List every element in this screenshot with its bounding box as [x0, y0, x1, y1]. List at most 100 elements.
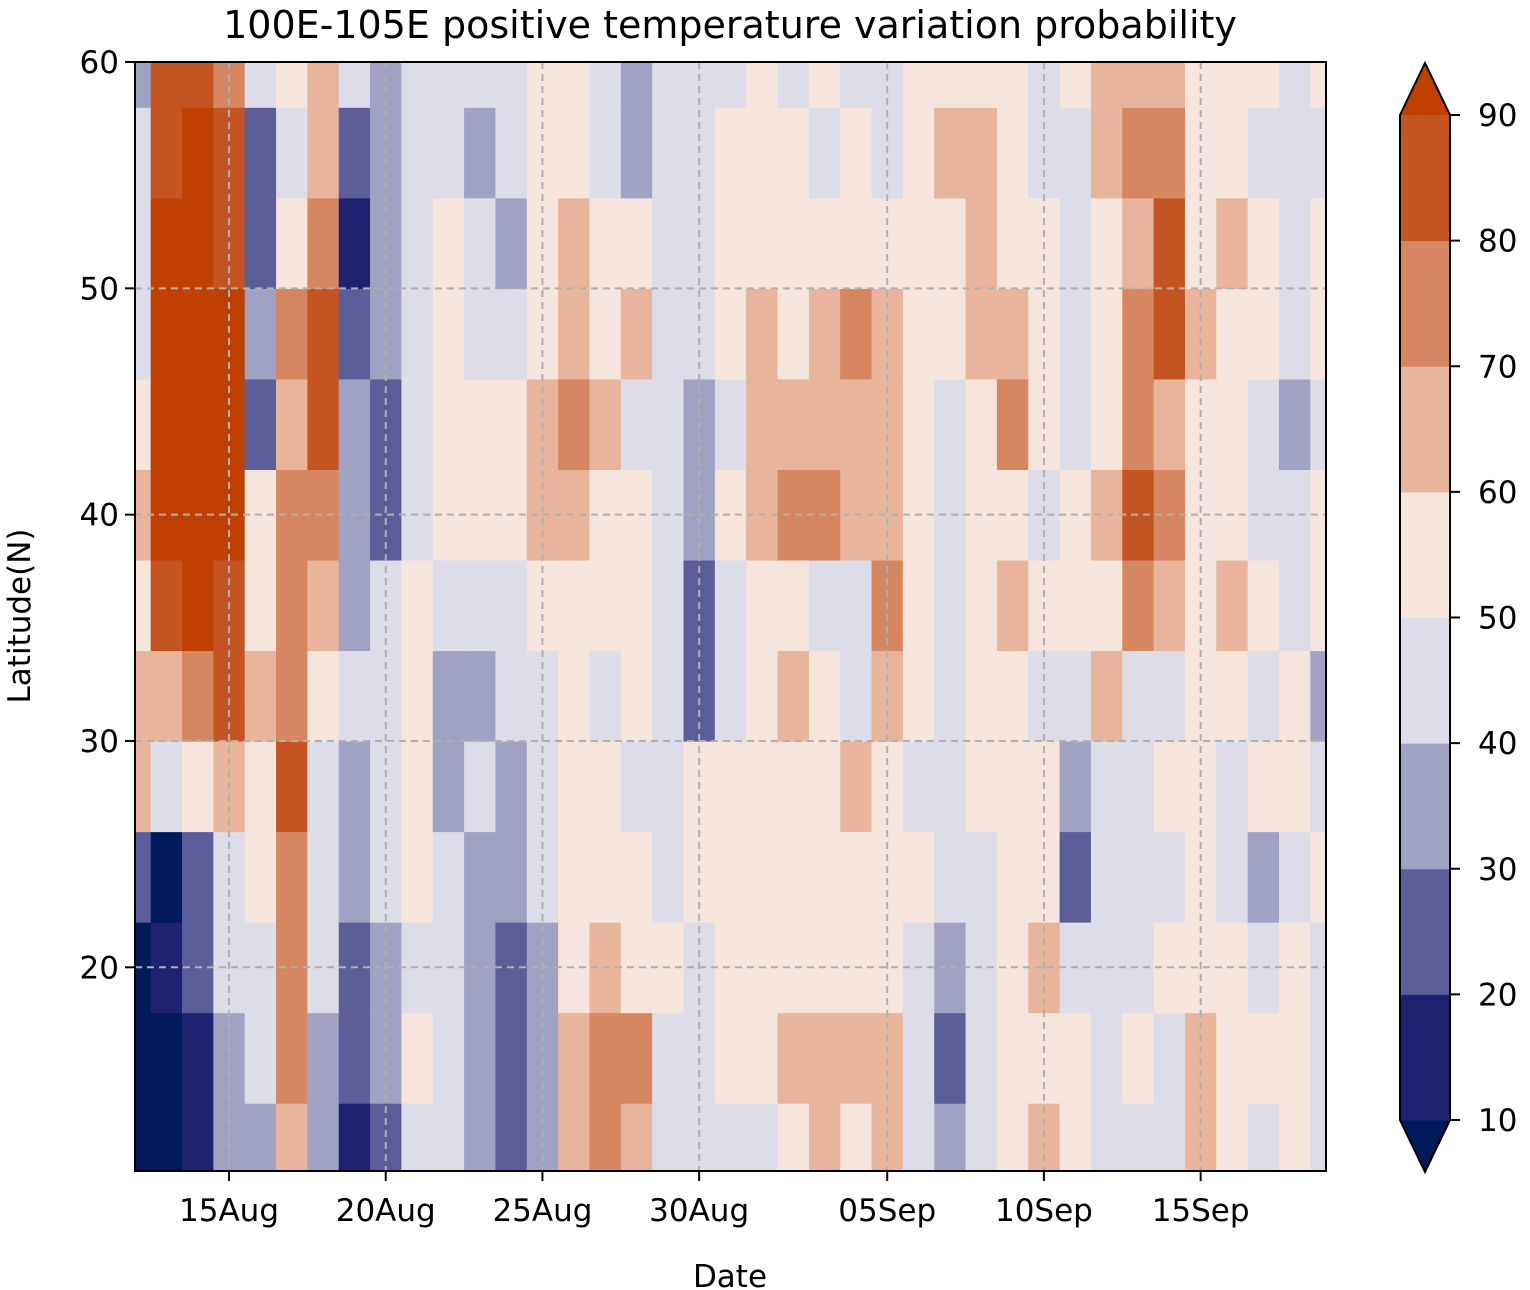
- heatmap-cell: [808, 650, 841, 742]
- heatmap-cell: [135, 62, 152, 108]
- heatmap-cell: [1153, 288, 1186, 380]
- heatmap-cell: [934, 62, 967, 108]
- heatmap-cell: [182, 62, 214, 108]
- heatmap-cell: [135, 831, 152, 923]
- heatmap-cell: [276, 107, 308, 199]
- heatmap-cell: [1090, 288, 1123, 380]
- heatmap-cell: [244, 107, 277, 199]
- heatmap-cell: [620, 1012, 653, 1104]
- heatmap-cell: [996, 559, 1029, 652]
- heatmap-cell: [840, 650, 873, 742]
- heatmap-cell: [902, 831, 935, 923]
- heatmap-cell: [1310, 922, 1326, 1014]
- x-axis: 15Aug 20Aug 25Aug 30Aug 05Sep 10Sep 15Sep: [179, 1171, 1250, 1229]
- heatmap-cell: [1216, 378, 1249, 470]
- heatmap-cell: [150, 378, 183, 470]
- x-tick-label: 15Sep: [1152, 1193, 1250, 1229]
- heatmap-cell: [307, 559, 340, 652]
- heatmap-cell: [1153, 559, 1186, 652]
- heatmap-cell: [1278, 559, 1311, 652]
- heatmap-cell: [1122, 650, 1155, 742]
- heatmap-cell: [182, 107, 214, 199]
- heatmap-cell: [1278, 469, 1311, 561]
- y-tick-label: 60: [80, 45, 119, 81]
- colorbar: 10 20 30 40 50 60 70 80 90: [1399, 60, 1517, 1175]
- heatmap-cell: [652, 378, 685, 470]
- heatmap-cell: [1310, 378, 1326, 470]
- heatmap-cell: [1153, 107, 1186, 199]
- heatmap-cell: [1059, 288, 1092, 380]
- heatmap-cell: [182, 1103, 214, 1171]
- heatmap-cell: [620, 740, 653, 833]
- heatmap-cell: [589, 378, 622, 470]
- heatmap-cell: [589, 831, 622, 923]
- heatmap-cell: [777, 378, 810, 470]
- heatmap-cell: [464, 62, 497, 108]
- heatmap-cell: [777, 62, 810, 108]
- plot-frame: [134, 61, 1327, 1172]
- heatmap-cell: [620, 197, 653, 289]
- heatmap-cell: [1122, 62, 1155, 108]
- heatmap-cell: [495, 650, 528, 742]
- heatmap-cell: [135, 469, 152, 561]
- heatmap-cell: [840, 62, 873, 108]
- heatmap-cell: [1278, 288, 1311, 380]
- heatmap-cell: [244, 650, 277, 742]
- chart-title: 100E-105E positive temperature variation…: [223, 3, 1237, 47]
- heatmap-cell: [1216, 740, 1249, 833]
- heatmap-cell: [464, 288, 497, 380]
- heatmap-cell: [1122, 1012, 1155, 1104]
- heatmap-cell: [589, 1012, 622, 1104]
- heatmap-cell: [589, 1103, 622, 1171]
- heatmap-cell: [965, 107, 998, 199]
- heatmap-cell: [965, 1103, 998, 1171]
- heatmap-cell: [1310, 831, 1326, 923]
- heatmap-cell: [1090, 831, 1123, 923]
- heatmap-cell: [934, 559, 967, 652]
- heatmap-cell: [495, 740, 528, 833]
- heatmap-cell: [1247, 740, 1280, 833]
- heatmap-cell: [1059, 650, 1092, 742]
- heatmap-cell: [338, 288, 371, 380]
- heatmap-cell: [558, 831, 591, 923]
- heatmap-cell: [1278, 378, 1311, 470]
- heatmap-cell: [620, 922, 653, 1014]
- heatmap-cell: [1216, 288, 1249, 380]
- heatmap-cell: [307, 288, 340, 380]
- heatmap-cell: [1059, 107, 1092, 199]
- heatmap-cell: [808, 62, 841, 108]
- heatmap-cell: [1153, 378, 1186, 470]
- heatmap-cell: [589, 107, 622, 199]
- heatmap-cell: [401, 62, 434, 108]
- heatmap-cell: [244, 1103, 277, 1171]
- heatmap-cell: [589, 559, 622, 652]
- heatmap-cell: [276, 197, 308, 289]
- heatmap-cell: [338, 650, 371, 742]
- heatmap-cell: [1216, 831, 1249, 923]
- heatmap-cell: [620, 288, 653, 380]
- heatmap-cell: [558, 62, 591, 108]
- heatmap-cell: [589, 62, 622, 108]
- heatmap-cell: [244, 378, 277, 470]
- heatmap-cell: [1247, 107, 1280, 199]
- heatmap-cell: [620, 62, 653, 108]
- heatmap-cell: [244, 1012, 277, 1104]
- heatmap-cell: [996, 650, 1029, 742]
- heatmap-cell: [746, 1103, 779, 1171]
- heatmap-cell: [464, 831, 497, 923]
- heatmap-cell: [620, 1103, 653, 1171]
- colorbar-segment: [1400, 868, 1450, 995]
- heatmap-cell: [1216, 650, 1249, 742]
- heatmap-cell: [996, 62, 1029, 108]
- heatmap-cell: [182, 1012, 214, 1104]
- heatmap-cell: [1122, 831, 1155, 923]
- heatmap-cell: [965, 740, 998, 833]
- x-tick-label: 10Sep: [995, 1193, 1093, 1229]
- colorbar-tick-label: 10: [1478, 1103, 1517, 1139]
- heatmap-cell: [840, 197, 873, 289]
- heatmap-cell: [965, 197, 998, 289]
- heatmap-cell: [934, 378, 967, 470]
- heatmap-cell: [840, 559, 873, 652]
- heatmap-cell: [432, 559, 465, 652]
- heatmap-cell: [432, 650, 465, 742]
